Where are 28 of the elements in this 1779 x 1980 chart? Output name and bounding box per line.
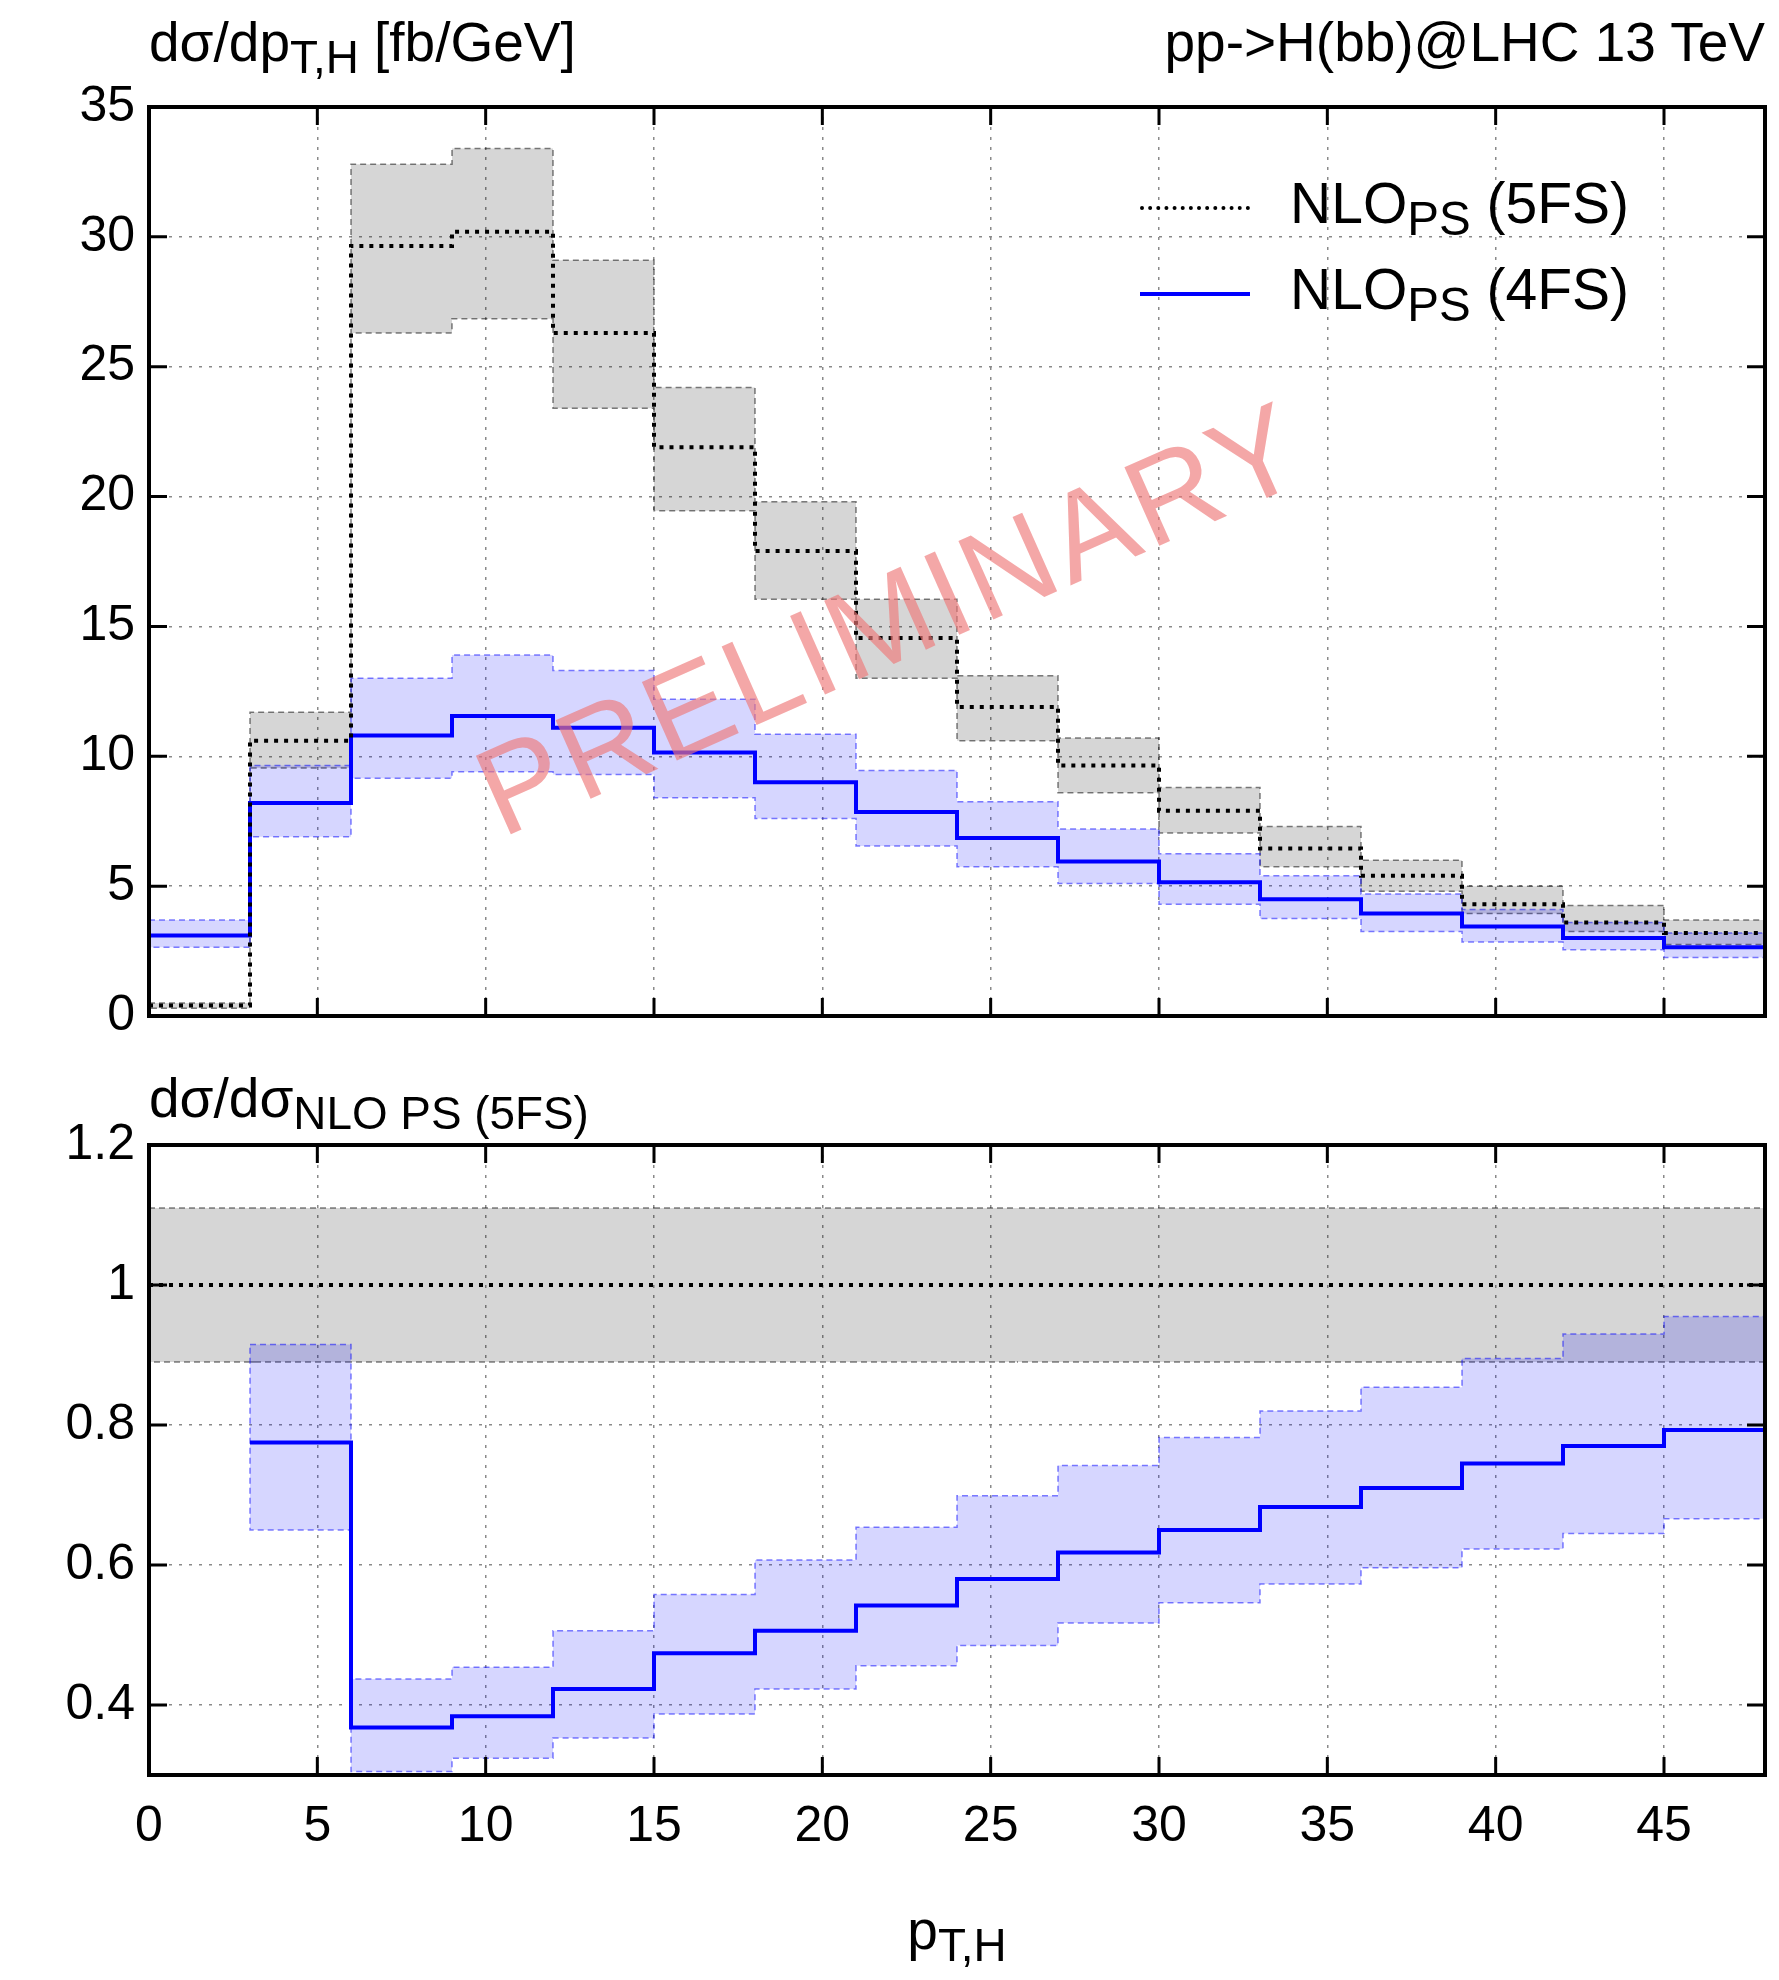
y-tick-label: 35	[79, 75, 135, 132]
x-tick-label: 35	[1299, 1795, 1356, 1852]
x-tick-label: 30	[1131, 1795, 1187, 1852]
x-axis-title: p$_{T,H}$	[907, 1898, 1007, 1972]
y-tick-label: 20	[79, 465, 135, 522]
legend-label: NLO$_{PS}$ (4FS)	[1290, 255, 1629, 333]
y-tick-label: 25	[79, 335, 135, 392]
y-tick-label: 30	[79, 205, 135, 262]
y-tick-label: 0.6	[65, 1533, 135, 1590]
y-tick-label: 1	[107, 1253, 135, 1310]
y-tick-label: 10	[79, 725, 135, 782]
x-tick-label: 45	[1636, 1795, 1692, 1852]
y-tick-label: 1.2	[65, 1113, 135, 1170]
x-tick-label: 15	[626, 1795, 682, 1852]
y-tick-label: 15	[79, 595, 135, 652]
legend-label: NLO$_{PS}$ (5FS)	[1290, 169, 1629, 247]
y-axis-title: dσ/dp$_{T,H}$ [fb/GeV]	[149, 10, 576, 84]
x-tick-label: 5	[303, 1795, 332, 1852]
x-tick-label: 25	[962, 1795, 1019, 1852]
y-tick-label: 0.4	[65, 1673, 135, 1730]
y-axis-title: dσ/dσ$_{NLO PS (5FS)}$	[149, 1066, 589, 1140]
y-tick-label: 5	[107, 854, 135, 911]
x-tick-label: 10	[457, 1795, 514, 1852]
chart-title: pp->H(bb)@LHC 13 TeV	[1164, 10, 1765, 74]
x-tick-label: 40	[1467, 1795, 1524, 1852]
y-tick-label: 0	[107, 984, 135, 1041]
x-tick-label: 20	[794, 1795, 851, 1852]
y-tick-label: 0.8	[65, 1393, 135, 1450]
